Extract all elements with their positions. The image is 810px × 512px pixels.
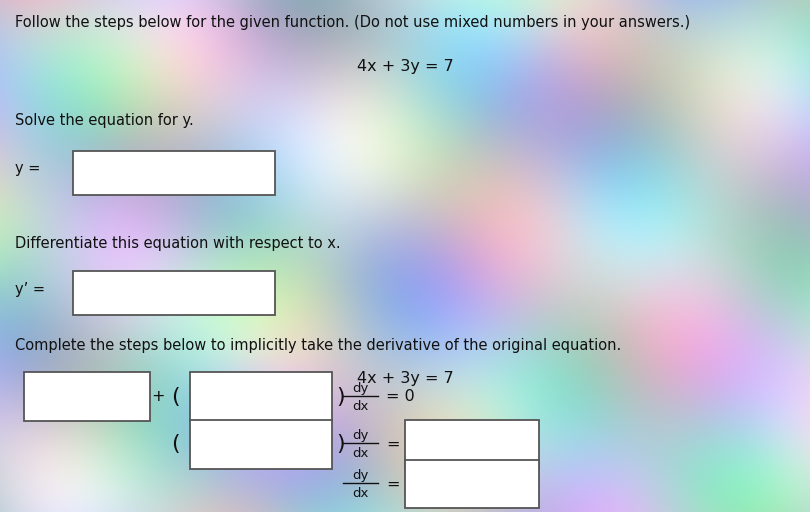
Bar [190,420,332,469]
Text: dx: dx [352,487,369,500]
Text: Complete the steps below to implicitly take the derivative of the original equat: Complete the steps below to implicitly t… [15,338,620,353]
Text: ): ) [336,387,344,407]
Text: dy: dy [352,382,369,395]
Text: Follow the steps below for the given function. (Do not use mixed numbers in your: Follow the steps below for the given fun… [15,15,689,30]
Text: +: + [151,389,164,404]
Bar [405,420,539,469]
Bar [24,373,150,421]
Bar [190,373,332,421]
Text: Differentiate this equation with respect to x.: Differentiate this equation with respect… [15,236,340,250]
Text: y =: y = [15,161,40,177]
Text: dx: dx [352,400,369,413]
Text: =: = [386,437,400,452]
Text: (: ( [172,387,180,407]
Text: (: ( [172,434,180,455]
Text: 4x + 3y = 7: 4x + 3y = 7 [356,59,454,74]
Text: dy: dy [352,469,369,482]
Text: = 0: = 0 [386,389,415,404]
Text: y’ =: y’ = [15,282,45,297]
Text: Solve the equation for y.: Solve the equation for y. [15,113,194,127]
Text: =: = [386,476,400,492]
Text: dx: dx [352,447,369,460]
Bar [73,151,275,195]
Text: ): ) [336,434,344,455]
Text: 4x + 3y = 7: 4x + 3y = 7 [356,371,454,386]
Text: dy: dy [352,430,369,442]
Bar [73,271,275,315]
Bar [405,460,539,508]
